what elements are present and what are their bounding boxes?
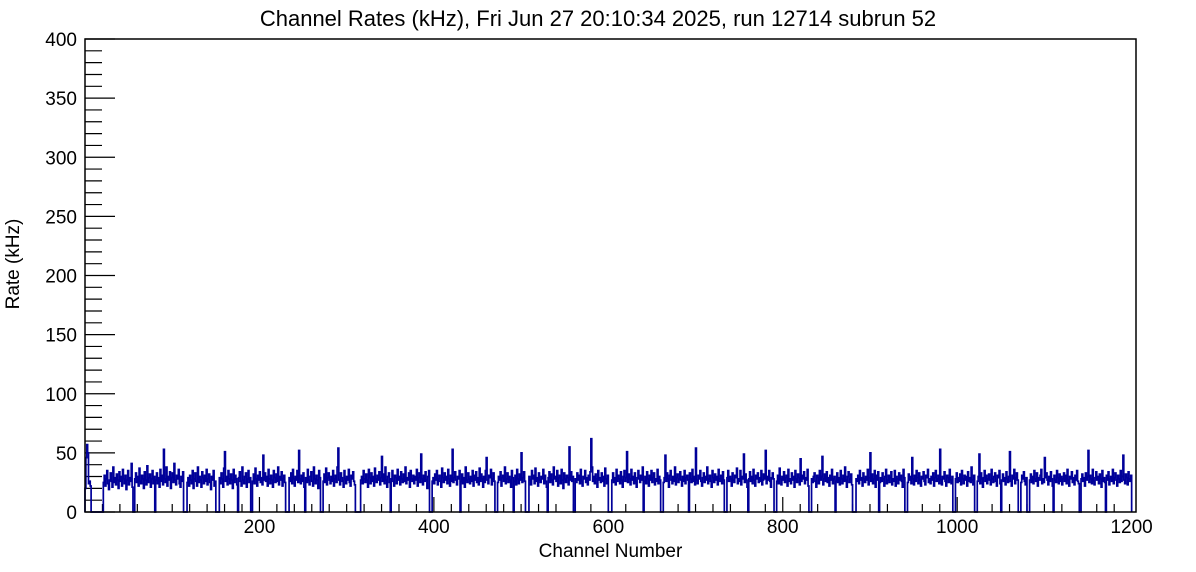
- x-tick-label: 1200: [1110, 517, 1152, 538]
- y-tick-label: 100: [45, 385, 77, 406]
- x-tick-label: 600: [592, 517, 624, 538]
- tick-labels: 0 50 100 150 200 250 300 350 400 200 400 600 800 1000…: [45, 30, 1152, 538]
- x-tick-label: 1000: [936, 517, 978, 538]
- y-tick-label: 250: [45, 207, 77, 228]
- y-tick-label: 350: [45, 89, 77, 110]
- x-tick-label: 400: [418, 517, 450, 538]
- rate-histogram-series: [84, 437, 1133, 513]
- y-tick-label: 150: [45, 326, 77, 347]
- plot-frame: [84, 38, 1137, 513]
- y-tick-label: 300: [45, 148, 77, 169]
- y-tick-label: 400: [45, 30, 77, 51]
- x-tick-label: 800: [767, 517, 799, 538]
- y-tick-label: 200: [45, 267, 77, 288]
- x-axis-title: Channel Number: [538, 541, 683, 562]
- y-tick-label: 50: [56, 444, 77, 465]
- y-tick-label: 0: [66, 503, 77, 524]
- y-axis-title: Rate (kHz): [3, 218, 24, 310]
- axes: [85, 38, 1133, 513]
- x-tick-label: 200: [244, 517, 276, 538]
- chart-title: Channel Rates (kHz), Fri Jun 27 20:10:34…: [259, 6, 937, 31]
